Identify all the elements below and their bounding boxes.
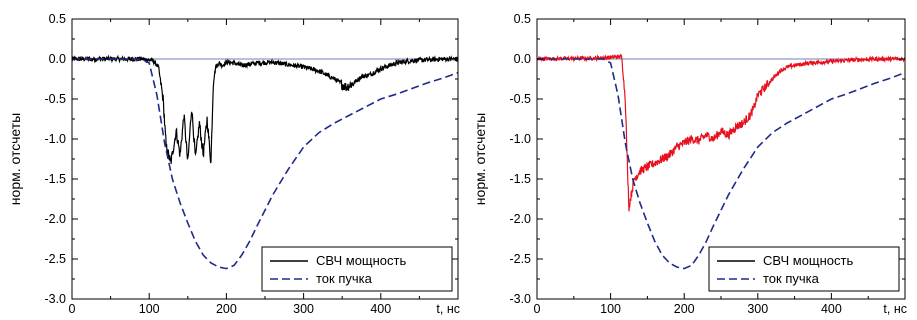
series-line-microwave-power <box>72 54 458 164</box>
x-tick-label: 300 <box>747 302 768 316</box>
series-line-beam-current <box>537 58 905 270</box>
y-tick-label: 0.0 <box>49 52 66 66</box>
legend: СВЧ мощность ток пучка <box>708 246 900 292</box>
series-line-beam-current <box>72 58 458 270</box>
x-tick-label: 400 <box>370 302 391 316</box>
chart-panel-1: 0.5 0.0 -0.5 -1.0 -1.5 -2.0 -2.5 -3.00 100 200 300… <box>7 12 460 316</box>
x-axis-label: t, нс <box>436 302 460 316</box>
x-tick-label: 100 <box>600 302 621 316</box>
x-tick-label: 0 <box>69 302 76 316</box>
legend-label-beam-current: ток пучка <box>316 271 373 286</box>
legend-label-microwave-power: СВЧ мощность <box>316 253 406 268</box>
y-tick-label: 0.0 <box>514 52 531 66</box>
legend-label-beam-current: ток пучка <box>763 271 820 286</box>
y-tick-label: 0.5 <box>514 12 531 26</box>
y-tick-label: -3.0 <box>509 292 531 306</box>
y-tick-label: -2.5 <box>509 252 531 266</box>
legend-box <box>261 246 453 292</box>
y-tick-label: -1.0 <box>44 132 66 146</box>
x-tick-label: 300 <box>293 302 314 316</box>
y-tick-label: -2.0 <box>509 212 531 226</box>
y-tick-label: -0.5 <box>44 92 66 106</box>
legend-label-microwave-power: СВЧ мощность <box>763 253 853 268</box>
legend: СВЧ мощность ток пучка <box>261 246 453 292</box>
legend-box <box>708 246 900 292</box>
x-tick-label: 100 <box>139 302 160 316</box>
series-line-microwave-power <box>537 53 905 212</box>
y-tick-label: -0.5 <box>509 92 531 106</box>
y-axis-label: норм. отсчеты <box>472 113 488 205</box>
y-tick-label: 0.5 <box>49 12 66 26</box>
y-tick-label: -2.5 <box>44 252 66 266</box>
chart-panel-2: 0.5 0.0 -0.5 -1.0 -1.5 -2.0 -2.5 -3.00 100 200 300… <box>472 12 907 316</box>
x-tick-label: 400 <box>821 302 842 316</box>
y-axis-label: норм. отсчеты <box>7 113 23 205</box>
y-tick-label: -1.0 <box>509 132 531 146</box>
x-tick-label: 200 <box>216 302 237 316</box>
x-axis-label: t, нс <box>883 302 907 316</box>
y-tick-label: -1.5 <box>44 172 66 186</box>
y-tick-label: -1.5 <box>509 172 531 186</box>
y-tick-label: -3.0 <box>44 292 66 306</box>
y-tick-label: -2.0 <box>44 212 66 226</box>
x-tick-label: 200 <box>674 302 695 316</box>
x-tick-label: 0 <box>534 302 541 316</box>
